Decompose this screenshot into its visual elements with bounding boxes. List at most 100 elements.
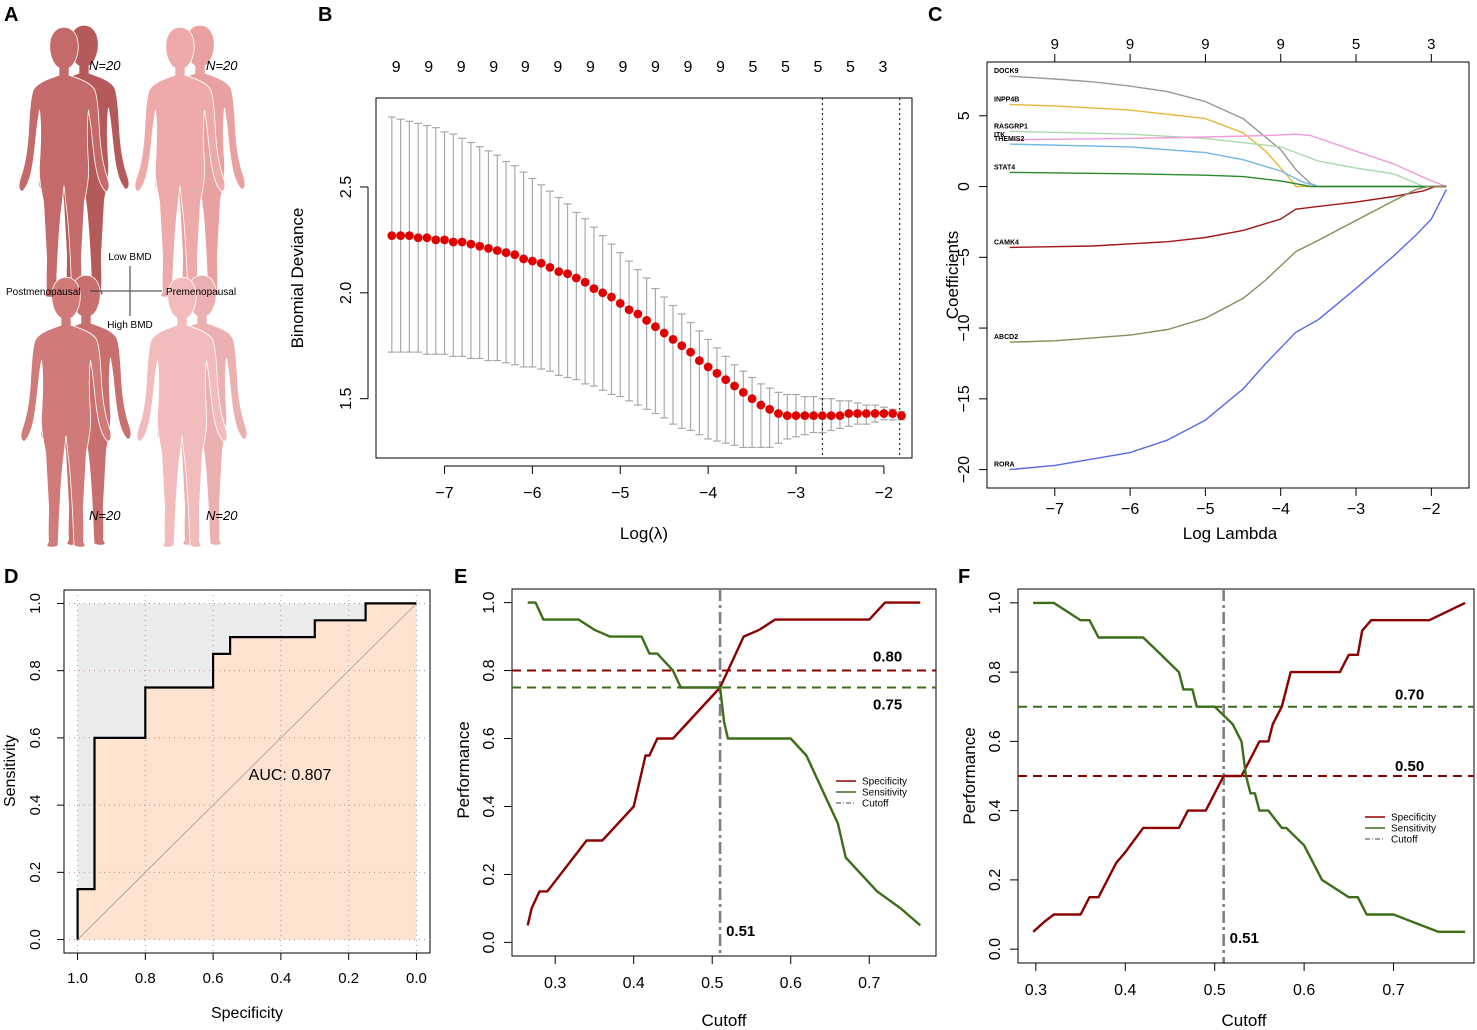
deviance-point — [440, 235, 449, 245]
y-tick-label: 1.0 — [27, 593, 44, 614]
top-count-label: 9 — [716, 59, 725, 76]
plot-frame-b — [375, 97, 913, 459]
x-tick-label: 0.8 — [135, 970, 156, 987]
deviance-point — [501, 248, 511, 257]
y-tick-label: 0.2 — [481, 863, 498, 885]
top-count-label: 5 — [781, 59, 790, 76]
cutoff-value-label: 0.51 — [1230, 930, 1259, 947]
coef-path-rora — [1009, 189, 1448, 471]
x-tick-label: −3 — [787, 485, 805, 502]
top-count-label: 9 — [1201, 36, 1209, 53]
top-count-label: 9 — [651, 59, 660, 76]
x-tick-label: −3 — [1347, 501, 1365, 518]
roc-curve-d — [76, 602, 417, 940]
deviance-point — [853, 409, 862, 418]
gene-label-rora: RORA — [994, 462, 1015, 469]
sensitivity-value-label: 0.70 — [1395, 687, 1424, 704]
x-tick-label: 0.3 — [1025, 982, 1047, 999]
x-tick-label: 0.4 — [270, 970, 291, 987]
deviance-point — [765, 404, 775, 414]
deviance-point — [615, 299, 625, 308]
deviance-point — [607, 292, 616, 302]
deviance-point — [809, 411, 818, 421]
y-axis-title-e: Performance — [454, 721, 473, 818]
auc-label: AUC: 0.807 — [249, 767, 332, 784]
x-tick-label: −4 — [1272, 501, 1290, 518]
n-label-postmenopausal-high: N=20 — [89, 508, 121, 523]
top-count-label: 9 — [489, 59, 498, 76]
sensitivity-curve — [1033, 601, 1466, 933]
x-tick-label: 0.6 — [1293, 982, 1315, 999]
top-counts-b: 9 9 9 9 9 9 9 9 9 9 9 5 5 5 5 3 — [392, 59, 888, 76]
sensitivity-value-label: 0.75 — [873, 697, 902, 714]
deviance-point — [844, 409, 854, 418]
legend-label-specificity: Specificity — [1391, 813, 1436, 824]
deviance-point — [897, 411, 906, 421]
diagonal-reference — [77, 603, 417, 940]
panel-label-e: E — [454, 566, 467, 588]
deviance-point — [571, 273, 581, 283]
deviance-point — [528, 256, 537, 266]
deviance-point — [396, 231, 406, 241]
coef-paths-c — [1009, 75, 1448, 471]
top-count-label: 9 — [1126, 36, 1134, 53]
deviance-point — [870, 409, 880, 418]
y-tick-label: 0.8 — [27, 660, 44, 681]
n-label-premenopausal-low: N=20 — [206, 58, 238, 73]
y-axis-title-d: Sensitivity — [2, 735, 19, 807]
x-tick-label: 0.7 — [858, 975, 880, 992]
y-tick-label: 2.5 — [338, 176, 355, 198]
y-tick-label: 1.0 — [987, 592, 1004, 614]
y-tick-label: 0.2 — [987, 869, 1004, 891]
x-tick-label: −6 — [523, 485, 541, 502]
plot-frame-e — [511, 588, 937, 957]
deviance-point — [545, 263, 555, 272]
x-tick-label: −7 — [1046, 501, 1064, 518]
x-tick-label: 0.5 — [701, 975, 723, 992]
panel-label-b: B — [318, 4, 332, 26]
y-tick-label: 0.8 — [481, 659, 498, 681]
y-tick-label: 0.2 — [27, 862, 44, 883]
x-tick-label: 0.3 — [544, 975, 566, 992]
specificity-value-label: 0.80 — [873, 649, 902, 666]
gene-label-rasgrp1: RASGRP1 — [994, 123, 1028, 130]
deviance-point — [817, 411, 827, 421]
deviance-points-b — [387, 231, 906, 421]
deviance-point — [738, 387, 748, 397]
n-label-postmenopausal-low: N=20 — [89, 58, 121, 73]
premenopausal-label: Premenopausal — [166, 287, 236, 298]
deviance-point — [413, 233, 423, 243]
deviance-point — [633, 309, 643, 319]
cutoff-value-label: 0.51 — [726, 923, 755, 940]
gene-label-inpp4b: INPP4B — [994, 96, 1019, 103]
x-tick-label: 0.6 — [780, 975, 802, 992]
x-tick-label: −6 — [1121, 501, 1139, 518]
specificity-curve — [1032, 601, 1466, 933]
deviance-point — [686, 347, 695, 357]
top-count-label: 9 — [1277, 36, 1285, 53]
y-tick-label: 0.6 — [481, 727, 498, 749]
panel-a: A N=20 N=20 N=20 N=20 Low BMD High BMD P… — [4, 4, 248, 548]
axes-c: −7 −6 −5 −4 −3 −2 9 9 9 9 5 3 −20 −15 −10 −5 0 5 — [956, 36, 1441, 518]
x-tick-label: 1.0 — [67, 970, 88, 987]
y-axis-title-c: Coefficients — [943, 231, 962, 320]
panel-d-roc: D 1.0 0.8 0.6 0.4 0.2 0.0 0.0 0.2 0.4 0.6 0.8 1.0 A… — [2, 566, 431, 1022]
x-tick-label: −5 — [611, 485, 629, 502]
y-tick-label: −10 — [956, 314, 973, 341]
x-axis-title-b: Log(λ) — [620, 524, 668, 543]
deviance-point — [747, 394, 757, 404]
coef-path-camk4 — [1009, 185, 1447, 249]
y-tick-label: 0.0 — [27, 929, 44, 950]
top-count-label: 9 — [424, 59, 433, 76]
figure-postmenopausal-high-bmd — [20, 274, 132, 548]
x-tick-label: 0.2 — [338, 970, 359, 987]
deviance-point — [422, 233, 432, 243]
panel-f-cutoff: F 0.500.700.51SpecificitySensitivityCuto… — [958, 566, 1475, 1030]
high-bmd-label: High BMD — [107, 320, 153, 331]
deviance-point — [589, 284, 599, 293]
panel-e-cutoff: E 0.800.750.51SpecificitySensitivityCuto… — [454, 566, 937, 1030]
legend-label-sensitivity: Sensitivity — [862, 788, 907, 799]
x-tick-label: 0.4 — [1114, 982, 1136, 999]
